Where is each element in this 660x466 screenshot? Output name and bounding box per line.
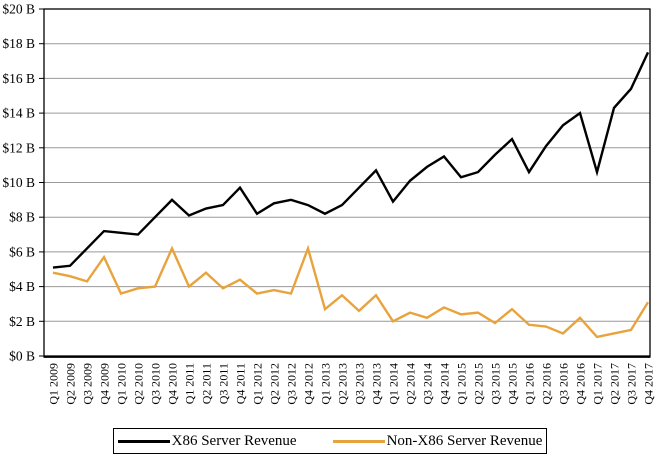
x-axis-label: Q1 2016 [523, 363, 537, 405]
x-axis-label: Q2 2011 [200, 363, 214, 404]
x-axis-label: Q4 2015 [506, 363, 520, 405]
y-axis-label: $2 B [9, 314, 35, 329]
x-axis-label: Q1 2017 [591, 363, 605, 405]
x-axis-label: Q3 2013 [353, 363, 367, 405]
x86-series-line [52, 51, 650, 269]
non-x86-line-swatch-icon [332, 439, 385, 443]
x-axis-label: Q3 2014 [421, 363, 435, 405]
x-axis-label: Q4 2010 [166, 363, 180, 405]
x-axis-label: Q3 2017 [625, 363, 639, 405]
y-axis-label: $12 B [2, 140, 35, 155]
y-axis-label: $18 B [2, 36, 35, 51]
y-axis-label: $4 B [9, 279, 35, 294]
x-axis-label: Q1 2010 [115, 363, 129, 405]
x-axis-label: Q4 2017 [642, 363, 656, 405]
x-axis-label: Q1 2015 [455, 363, 469, 405]
legend-label-non-x86: Non-X86 Server Revenue [386, 432, 543, 449]
x-axis-label: Q3 2010 [149, 363, 163, 405]
legend: X86 Server Revenue Non-X86 Server Revenu… [113, 428, 547, 454]
legend-entry-x86: X86 Server Revenue [117, 432, 297, 450]
y-axis-label: $16 B [2, 71, 35, 86]
x-axis-label: Q2 2012 [268, 363, 282, 405]
x-axis-label: Q3 2009 [81, 363, 95, 405]
non-x86-series-line [52, 244, 650, 339]
x-axis-label: Q4 2016 [574, 363, 588, 405]
x-axis-label: Q4 2009 [98, 363, 112, 405]
x-axis-label: Q2 2015 [472, 363, 486, 405]
x-axis-label: Q1 2011 [183, 363, 197, 404]
y-axis-label: $8 B [9, 210, 35, 225]
x-axis-label: Q3 2012 [285, 363, 299, 405]
x-axis-label: Q1 2009 [47, 363, 61, 405]
x-axis-label: Q4 2013 [370, 363, 384, 405]
x-axis-label: Q2 2014 [404, 363, 418, 405]
x-axis-label: Q2 2009 [64, 363, 78, 405]
x-axis-label: Q4 2012 [302, 363, 316, 405]
x-axis-label: Q3 2015 [489, 363, 503, 405]
y-axis-label: $20 B [2, 2, 35, 17]
x-axis-label: Q2 2013 [336, 363, 350, 405]
x-axis-label: Q3 2011 [217, 363, 231, 404]
y-axis-label: $0 B [9, 349, 35, 364]
y-axis-label: $6 B [9, 244, 35, 259]
y-axis-label: $10 B [2, 175, 35, 190]
x-axis-label: Q2 2016 [540, 363, 554, 405]
x-axis-label: Q1 2014 [387, 363, 401, 405]
x-axis-label: Q2 2017 [608, 363, 622, 405]
x-axis-label: Q4 2011 [234, 363, 248, 404]
x-axis-label: Q2 2010 [132, 363, 146, 405]
legend-label-x86: X86 Server Revenue [171, 432, 297, 449]
x-axis-label: Q4 2014 [438, 363, 452, 405]
legend-entry-non-x86: Non-X86 Server Revenue [332, 432, 543, 450]
y-axis-label: $14 B [2, 106, 35, 121]
x86-line-swatch-icon [117, 439, 170, 443]
x-axis-label: Q1 2013 [319, 363, 333, 405]
x-axis-label: Q1 2012 [251, 363, 265, 405]
x-axis-label: Q3 2016 [557, 363, 571, 405]
